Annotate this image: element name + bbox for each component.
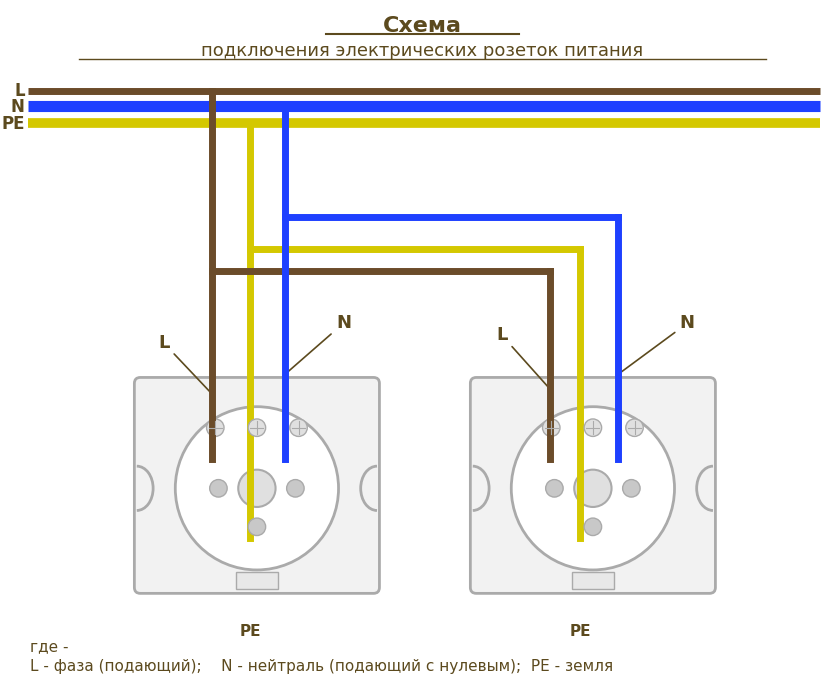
Text: N: N bbox=[287, 314, 351, 373]
Bar bbox=[572, 571, 614, 590]
Text: L: L bbox=[14, 82, 25, 100]
Circle shape bbox=[584, 518, 601, 535]
Circle shape bbox=[545, 480, 563, 497]
Circle shape bbox=[249, 518, 266, 535]
Text: L - фаза (подающий);    N - нейтраль (подающий с нулевым);  PE - земля: L - фаза (подающий); N - нейтраль (подаю… bbox=[30, 658, 613, 674]
Circle shape bbox=[207, 419, 224, 436]
Text: PE: PE bbox=[570, 624, 590, 639]
Text: N: N bbox=[620, 314, 695, 373]
Circle shape bbox=[623, 480, 641, 497]
Text: где -: где - bbox=[30, 639, 68, 654]
Text: Схема: Схема bbox=[383, 16, 461, 36]
Text: N: N bbox=[11, 98, 25, 116]
Circle shape bbox=[209, 480, 227, 497]
Circle shape bbox=[287, 480, 304, 497]
FancyBboxPatch shape bbox=[134, 377, 379, 594]
Text: PE: PE bbox=[239, 624, 261, 639]
Circle shape bbox=[584, 419, 601, 436]
Circle shape bbox=[175, 406, 339, 570]
Bar bbox=[236, 571, 278, 590]
FancyBboxPatch shape bbox=[470, 377, 716, 594]
Circle shape bbox=[626, 419, 643, 436]
Text: L: L bbox=[496, 326, 549, 388]
Text: PE: PE bbox=[1, 115, 25, 133]
Circle shape bbox=[289, 419, 307, 436]
Circle shape bbox=[249, 419, 266, 436]
Circle shape bbox=[575, 470, 611, 507]
Circle shape bbox=[542, 419, 560, 436]
Circle shape bbox=[239, 470, 275, 507]
Text: подключения электрических розеток питания: подключения электрических розеток питани… bbox=[201, 42, 643, 60]
Circle shape bbox=[511, 406, 675, 570]
Text: L: L bbox=[158, 334, 210, 393]
